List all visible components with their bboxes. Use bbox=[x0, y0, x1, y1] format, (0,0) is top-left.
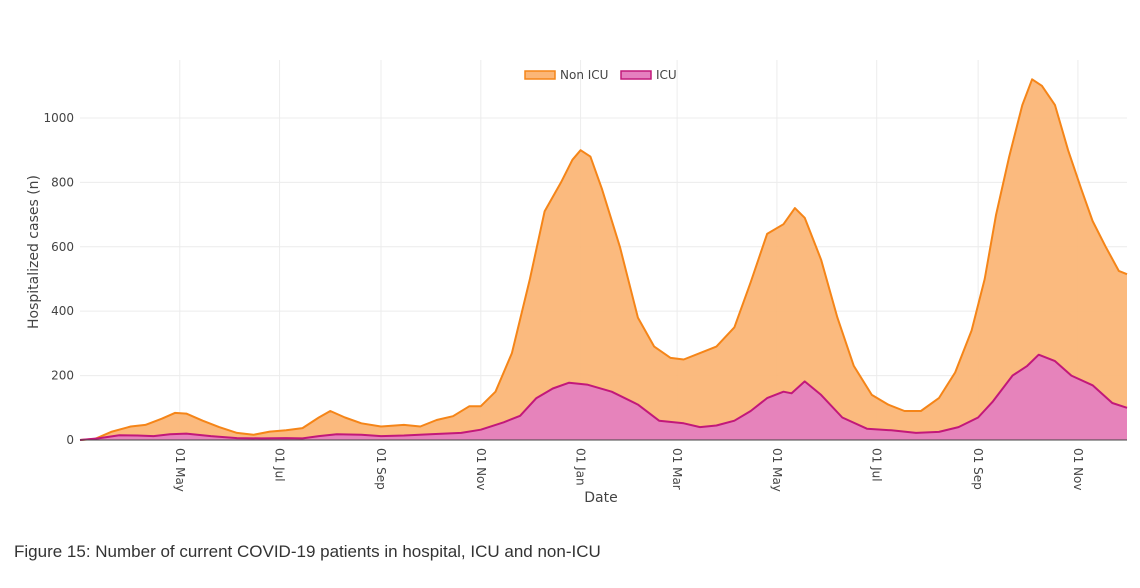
x-tick-label: 01 Nov bbox=[474, 448, 488, 491]
y-tick-label: 1000 bbox=[43, 111, 74, 125]
line-non-icu bbox=[79, 78, 1128, 441]
x-tick-label: 01 Sep bbox=[374, 448, 388, 490]
y-axis-ticks: 0 200 400 600 800 1000 bbox=[43, 111, 74, 447]
x-axis-ticks: 01 May 01 Jul 01 Sep 01 Nov 01 Jan 01 Mar 01 M… bbox=[173, 448, 1085, 492]
x-tick-label: 01 Nov bbox=[1071, 448, 1085, 491]
legend-label-non-icu[interactable]: Non ICU bbox=[560, 68, 608, 82]
legend-swatch-non-icu[interactable] bbox=[524, 70, 556, 80]
x-tick-label: 01 Sep bbox=[971, 448, 985, 490]
figure-caption: Figure 15: Number of current COVID-19 pa… bbox=[14, 542, 601, 561]
x-tick-label: 01 May bbox=[770, 448, 784, 492]
x-tick-label: 01 Jan bbox=[574, 448, 588, 486]
x-tick-label: 01 Jul bbox=[273, 448, 287, 482]
x-tick-label: 01 May bbox=[173, 448, 187, 492]
y-tick-label: 600 bbox=[51, 240, 74, 254]
x-tick-label: 01 Mar bbox=[670, 448, 684, 490]
line-icu bbox=[79, 353, 1128, 441]
area-non-icu bbox=[80, 79, 1127, 441]
y-axis-title: Hospitalized cases (n) bbox=[26, 175, 42, 329]
hospitalization-chart: 0 200 400 600 800 1000 01 May 01 Jul 01 Sep 01 N… bbox=[26, 60, 1128, 506]
y-tick-label: 0 bbox=[66, 433, 74, 447]
y-tick-label: 400 bbox=[51, 304, 74, 318]
x-tick-label: 01 Jul bbox=[870, 448, 884, 482]
legend-swatch-icu[interactable] bbox=[620, 70, 652, 80]
y-tick-label: 200 bbox=[51, 369, 74, 383]
chart-areas bbox=[79, 78, 1128, 441]
y-tick-label: 800 bbox=[51, 175, 74, 189]
legend-label-icu[interactable]: ICU bbox=[656, 68, 677, 82]
area-icu bbox=[80, 354, 1127, 440]
x-axis-title: Date bbox=[584, 490, 617, 506]
chart-legend[interactable]: Non ICU ICU bbox=[524, 68, 677, 82]
